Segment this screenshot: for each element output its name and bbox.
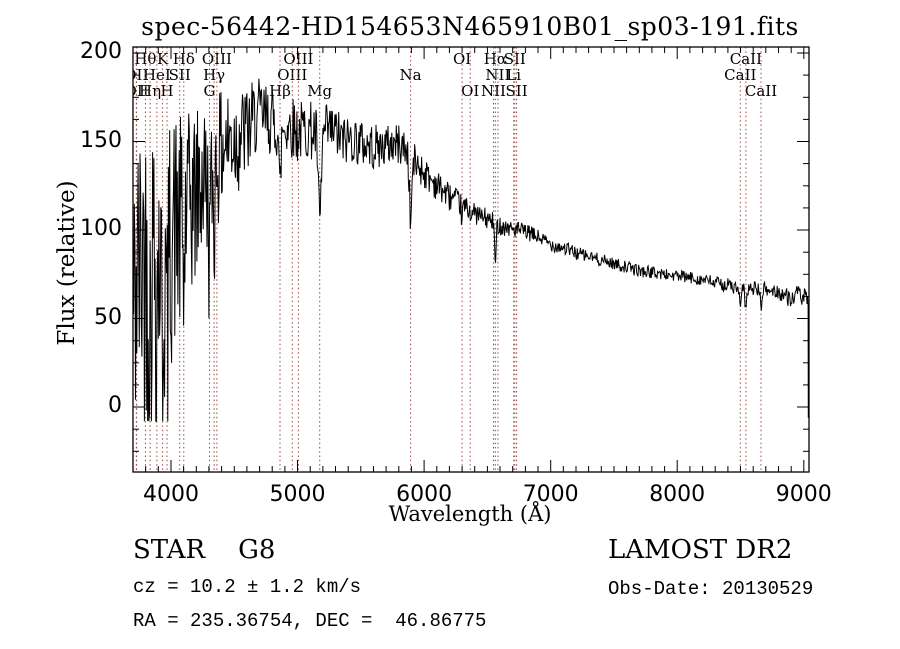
x-tick-label: 4000 <box>143 482 199 507</box>
spectral-line-label: SII <box>168 66 191 84</box>
spectral-line-label: OI <box>452 50 472 68</box>
spectral-line-label: K <box>156 50 169 68</box>
spectral-line-label: CaII <box>729 50 763 68</box>
spectral-line-label: Hδ <box>172 50 195 68</box>
x-tick-label: 9000 <box>775 482 832 507</box>
x-tick-label: 8000 <box>649 482 706 507</box>
obs-date-text: Obs-Date: 20130529 <box>608 578 814 600</box>
x-tick-label: 6000 <box>396 482 453 507</box>
x-axis-label: Wavelength (Å) <box>388 502 552 526</box>
y-tick-label: 200 <box>80 39 122 64</box>
spectral-line-label: Hγ <box>203 66 226 84</box>
spectral-line-label: SII <box>503 50 526 68</box>
spectral-line-label: HeI <box>142 66 171 84</box>
ra-dec-text: RA = 235.36754, DEC = 46.86775 <box>133 610 487 632</box>
class-subclass-text: STAR G8 <box>133 535 276 565</box>
plot-title: spec-56442-HD154653N465910B01_sp03-191.f… <box>141 12 799 41</box>
survey-release-text: LAMOST DR2 <box>608 535 793 565</box>
spectral-line-label: Hα <box>483 50 507 68</box>
spectral-line-label: CaII <box>724 66 757 84</box>
spectral-line-label: OIII <box>277 66 308 84</box>
spectral-line-label: Li <box>506 66 522 84</box>
y-tick-label: 0 <box>108 393 122 418</box>
spectral-line-label: OIII <box>283 50 314 68</box>
y-tick-label: 100 <box>80 216 122 241</box>
spectrum-trace <box>133 78 809 422</box>
spectral-line-label: Hθ <box>134 50 157 68</box>
y-tick-label: 150 <box>80 127 122 153</box>
x-tick-label: 7000 <box>522 482 579 507</box>
y-tick-label: 50 <box>94 304 122 330</box>
x-tick-label: 5000 <box>269 482 326 507</box>
spectral-line-label: OII <box>133 66 149 84</box>
axes-frame <box>132 46 810 473</box>
spectral-line-label: Na <box>399 66 422 84</box>
cz-text: cz = 10.2 ± 1.2 km/s <box>133 576 362 598</box>
spectral-line-label: NII <box>485 66 511 84</box>
spectral-line-label: OIII <box>201 50 232 68</box>
